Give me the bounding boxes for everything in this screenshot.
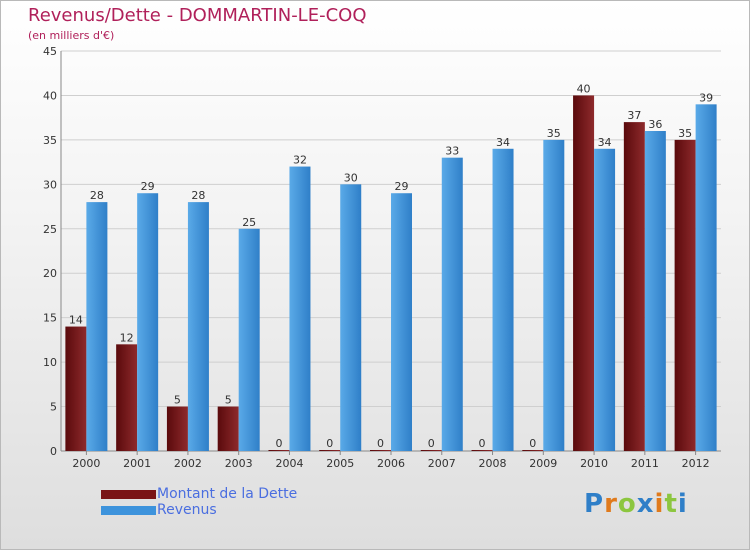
y-tick-label: 10 [43, 356, 57, 369]
bar [319, 450, 341, 451]
bar [268, 450, 290, 451]
x-tick-label: 2000 [72, 457, 100, 470]
data-label: 28 [191, 189, 205, 202]
bar [594, 148, 616, 451]
data-label: 0 [377, 437, 384, 450]
x-tick-label: 2008 [479, 457, 507, 470]
data-label: 0 [326, 437, 333, 450]
chart-title: Revenus/Dette - DOMMARTIN-LE-COQ [28, 5, 367, 26]
x-tick-label: 2003 [225, 457, 253, 470]
y-tick-label: 45 [43, 45, 57, 58]
chart-subtitle: (en milliers d'€) [28, 29, 115, 42]
x-tick-label: 2006 [377, 457, 405, 470]
data-label: 39 [699, 91, 713, 104]
logo-letter: o [617, 489, 637, 519]
bar [238, 228, 260, 451]
y-tick-label: 5 [50, 401, 57, 414]
legend-swatch-dette [101, 490, 156, 499]
logo-letter: t [664, 489, 678, 519]
data-label: 34 [598, 136, 612, 149]
bar [166, 406, 188, 451]
data-label: 14 [69, 314, 83, 327]
x-tick-label: 2011 [631, 457, 659, 470]
data-label: 36 [648, 118, 662, 131]
y-tick-label: 30 [43, 178, 57, 191]
x-tick-label: 2012 [682, 457, 710, 470]
y-tick-label: 0 [50, 445, 57, 458]
logo-letter: P [584, 489, 605, 519]
y-tick-label: 25 [43, 223, 57, 236]
data-label: 28 [90, 189, 104, 202]
data-label: 5 [225, 394, 232, 407]
data-label: 34 [496, 136, 510, 149]
x-tick-label: 2001 [123, 457, 151, 470]
logo-letter: r [604, 489, 618, 519]
x-tick-label: 2002 [174, 457, 202, 470]
y-tick-label: 40 [43, 89, 57, 102]
y-tick-label: 35 [43, 134, 57, 147]
data-label: 12 [120, 331, 134, 344]
bar [644, 131, 666, 451]
bar [543, 139, 565, 451]
logo-letter: x [636, 489, 655, 519]
bar [116, 344, 138, 451]
bar [573, 95, 595, 451]
data-label: 0 [479, 437, 486, 450]
bar [492, 148, 514, 451]
data-label: 35 [678, 127, 692, 140]
bar [340, 184, 362, 452]
data-label: 33 [445, 145, 459, 158]
bar [674, 139, 696, 451]
x-tick-label: 2009 [529, 457, 557, 470]
data-label: 0 [428, 437, 435, 450]
data-label: 30 [344, 171, 358, 184]
data-label: 0 [275, 437, 282, 450]
y-tick-label: 15 [43, 312, 57, 325]
data-label: 25 [242, 216, 256, 229]
x-tick-label: 2005 [326, 457, 354, 470]
data-label: 35 [547, 127, 561, 140]
bar [695, 104, 717, 451]
proxiti-logo: Proxiti [584, 489, 688, 519]
bar [391, 193, 412, 451]
data-label: 29 [395, 180, 409, 193]
data-label: 0 [529, 437, 536, 450]
bar [65, 326, 87, 451]
bar [86, 202, 108, 451]
data-label: 5 [174, 394, 181, 407]
bar [522, 450, 544, 451]
data-label: 37 [627, 109, 641, 122]
legend-swatch-revenus [101, 506, 156, 515]
bar [370, 450, 391, 451]
bar [420, 450, 442, 451]
bar [441, 157, 463, 451]
legend-label-revenus: Revenus [157, 502, 217, 518]
bar [471, 450, 493, 451]
legend-label-dette: Montant de la Dette [157, 486, 298, 502]
y-tick-label: 20 [43, 267, 57, 280]
bar [217, 406, 239, 451]
data-label: 32 [293, 154, 307, 167]
x-tick-label: 2004 [275, 457, 303, 470]
data-label: 29 [141, 180, 155, 193]
bar [623, 122, 645, 451]
logo-letter: i [654, 489, 665, 519]
bar [187, 202, 209, 451]
logo-letter: i [677, 489, 688, 519]
x-tick-label: 2007 [428, 457, 456, 470]
x-tick-label: 2010 [580, 457, 608, 470]
bar [137, 193, 159, 451]
bar [289, 166, 311, 452]
data-label: 40 [577, 82, 591, 95]
